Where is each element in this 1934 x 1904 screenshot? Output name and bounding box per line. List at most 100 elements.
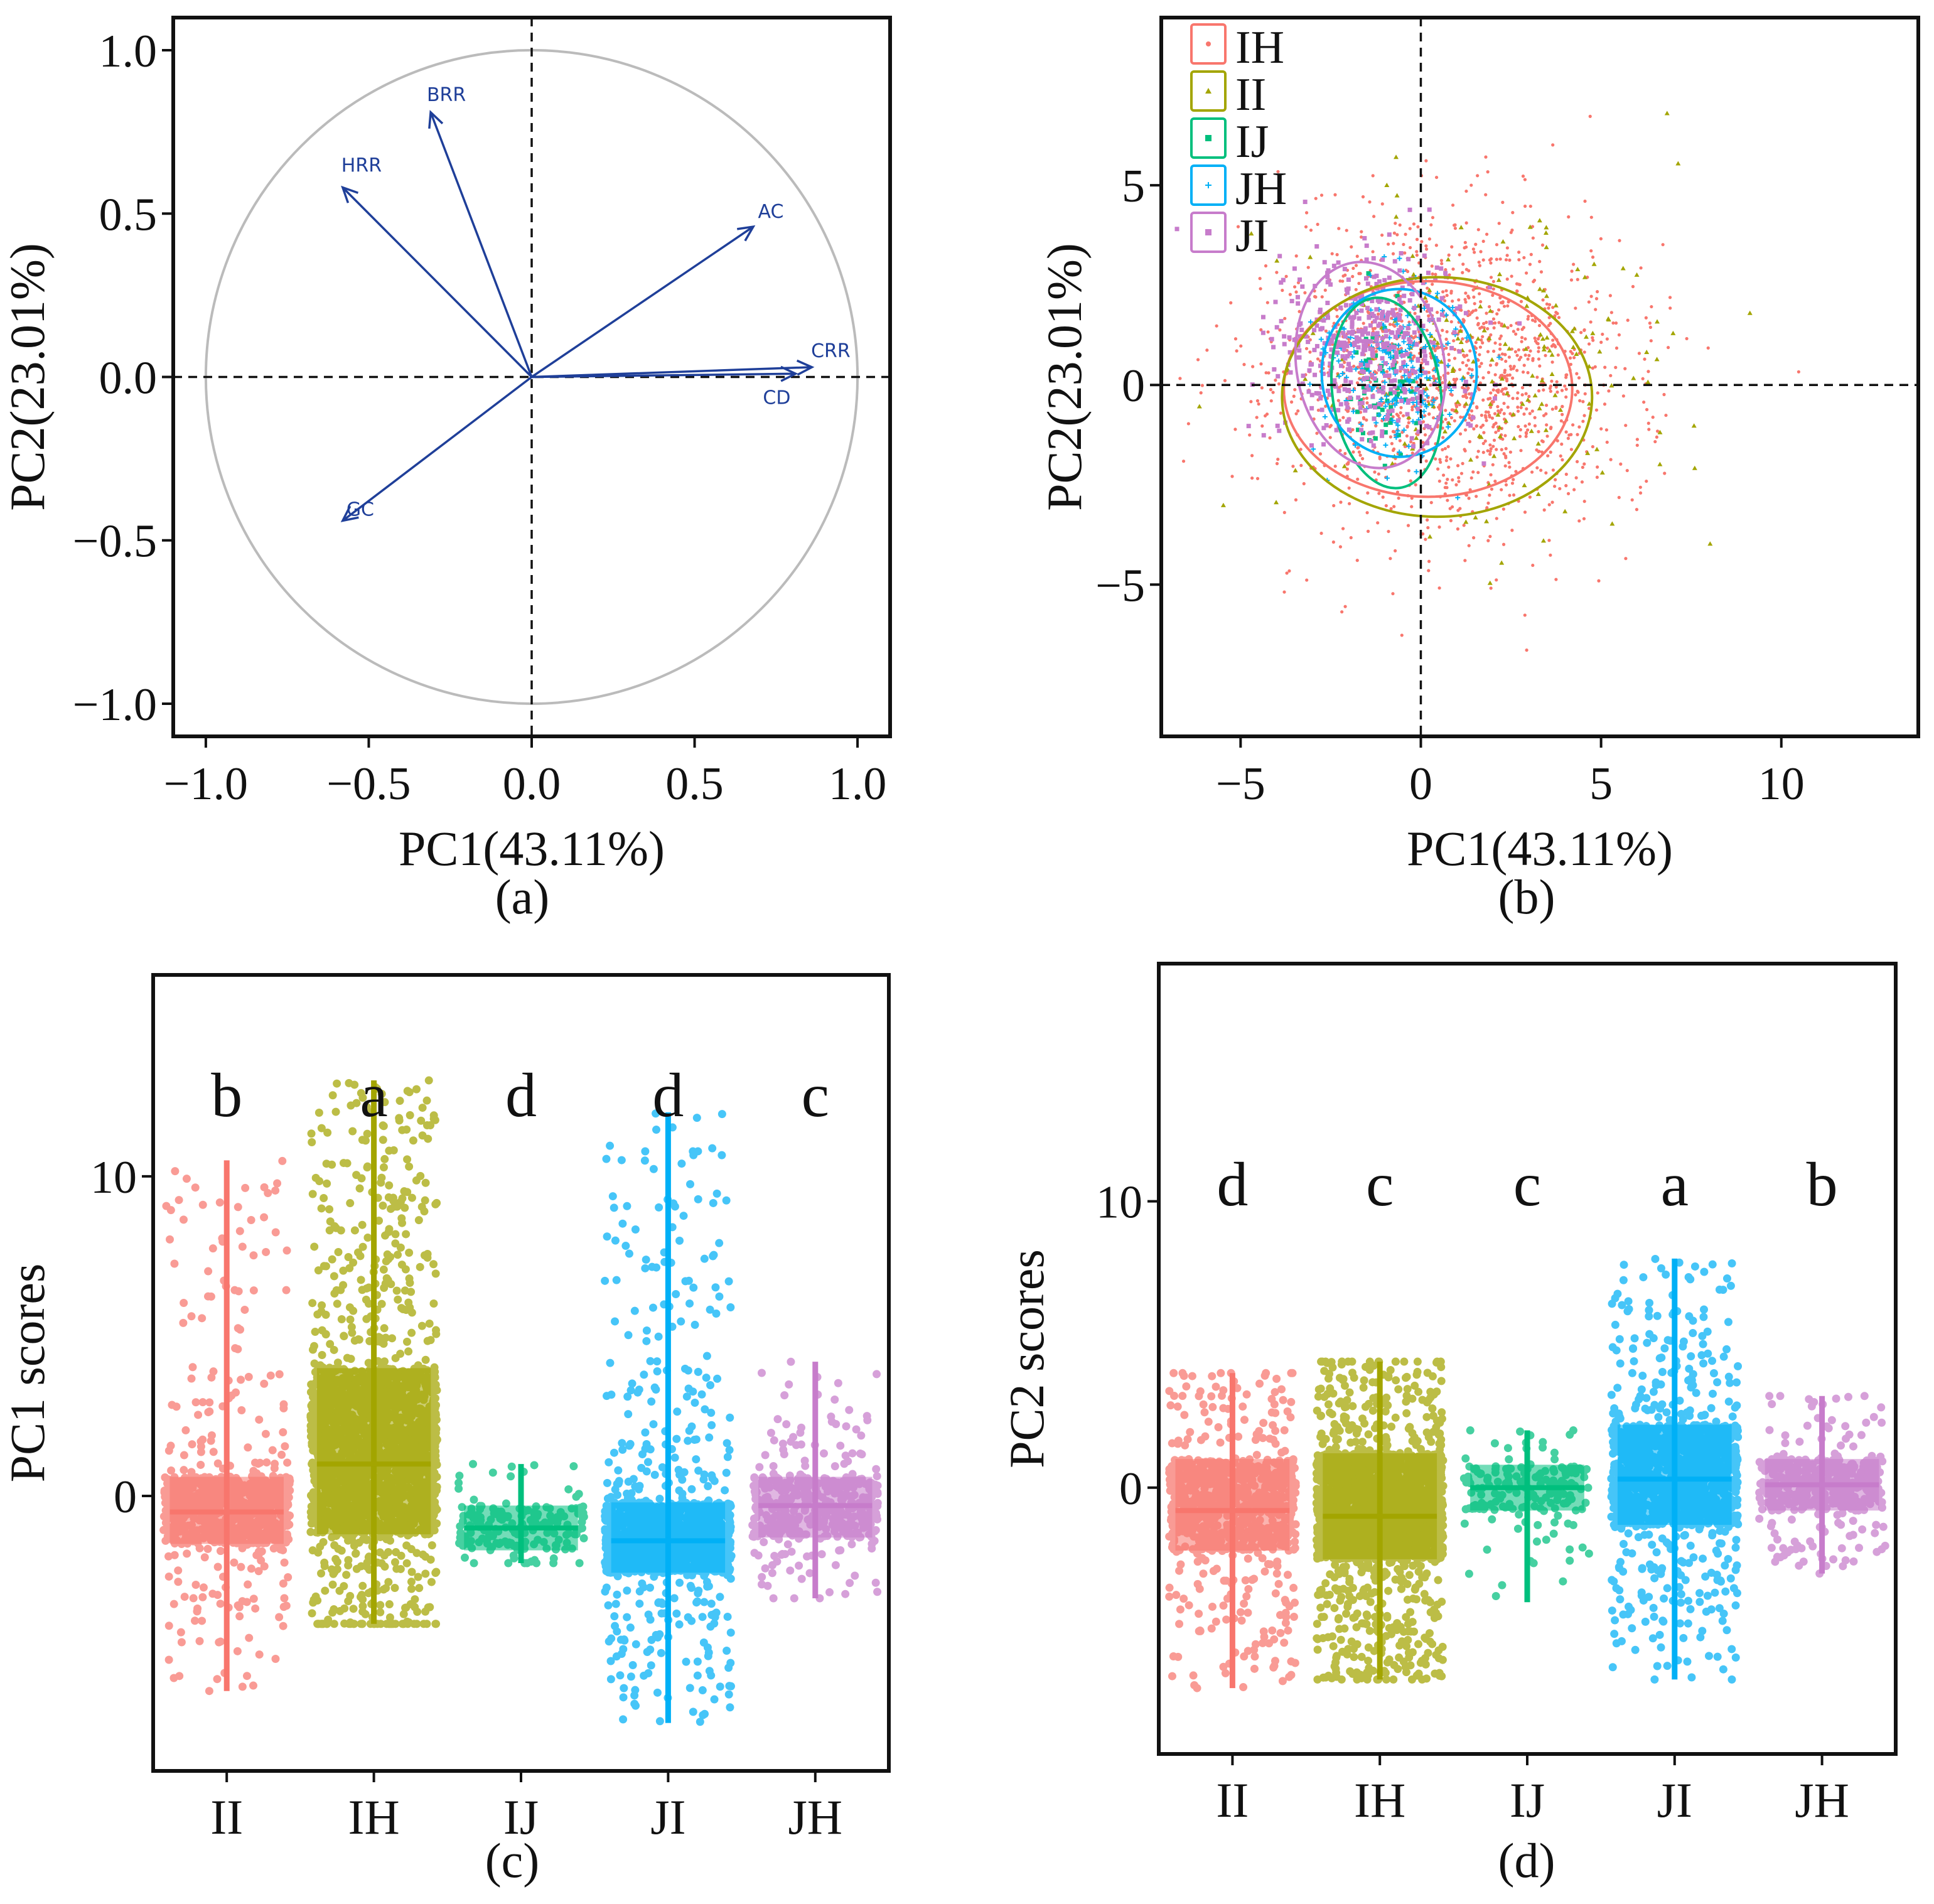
point-ii — [1572, 326, 1577, 331]
point-ih — [1618, 239, 1621, 242]
point-ih — [1200, 384, 1204, 387]
point-ih — [1385, 370, 1389, 374]
point-jh — [1459, 377, 1465, 382]
point-ii — [1575, 266, 1581, 271]
point-ii — [1450, 368, 1456, 373]
point-ih — [1356, 365, 1360, 369]
point-ih — [1478, 264, 1482, 267]
point-ih — [1514, 470, 1518, 473]
point-ih — [1453, 357, 1457, 360]
point-ih — [352, 1564, 361, 1573]
point-ih — [1436, 406, 1441, 409]
point-ih — [350, 1080, 359, 1089]
point-ji — [1402, 390, 1407, 395]
point-ih — [1516, 391, 1520, 395]
point-ih — [1427, 314, 1431, 318]
point-ih — [1591, 444, 1594, 449]
point-ii — [1528, 428, 1534, 433]
point-ih — [1346, 337, 1350, 341]
point-ih — [1427, 569, 1431, 573]
point-ji — [1374, 307, 1379, 312]
point-ih — [1454, 483, 1458, 487]
point-jh — [1405, 313, 1410, 318]
point-ji — [1260, 330, 1265, 335]
point-ih — [1441, 328, 1444, 332]
point-ih — [1649, 339, 1653, 343]
point-ij — [1373, 436, 1378, 441]
point-ii — [269, 1544, 278, 1553]
point-ih — [1441, 436, 1445, 439]
point-ii — [177, 1638, 186, 1647]
point-ih — [1484, 193, 1488, 196]
point-ih — [1478, 353, 1481, 357]
point-ii — [1549, 371, 1555, 376]
point-ji — [1389, 379, 1394, 384]
point-ih — [380, 1324, 389, 1333]
point-ih — [350, 1226, 359, 1235]
panel-b-ytick-label: 5 — [1122, 161, 1145, 212]
point-ii — [179, 1215, 188, 1224]
point-ih — [1517, 348, 1521, 352]
point-ih — [1488, 534, 1492, 539]
point-ih — [1537, 389, 1541, 393]
point-ij — [1373, 353, 1378, 358]
point-ji — [1466, 421, 1471, 426]
point-ii — [1538, 331, 1544, 336]
point-ih — [1510, 274, 1513, 278]
point-ji — [1292, 266, 1297, 271]
point-jh — [1427, 331, 1433, 337]
point-ih — [1547, 323, 1550, 328]
point-ji — [1457, 349, 1462, 354]
point-ji — [1392, 345, 1397, 350]
point-ih — [1630, 498, 1634, 502]
point-ih — [1502, 392, 1505, 396]
point-ii — [1410, 253, 1416, 258]
point-ih — [432, 1198, 441, 1207]
point-ih — [1594, 408, 1599, 412]
point-ji — [1397, 313, 1402, 318]
point-ih — [1350, 245, 1353, 249]
point-ih — [1577, 519, 1581, 523]
point-ih — [1488, 449, 1492, 453]
point-jh — [1350, 387, 1356, 393]
point-ii — [1503, 418, 1509, 423]
point-ih — [1436, 467, 1440, 471]
point-ih — [1797, 370, 1801, 374]
point-ii — [1478, 434, 1484, 439]
point-ih — [1434, 457, 1437, 461]
point-ih — [1536, 337, 1540, 341]
panel-b-xtick-label: 10 — [1758, 758, 1805, 810]
point-ih — [1276, 169, 1280, 174]
point-ji — [1377, 389, 1382, 394]
point-ih — [1510, 481, 1515, 485]
point-ih — [1434, 244, 1438, 247]
point-ih — [1391, 252, 1395, 255]
point-ih — [1297, 309, 1301, 313]
point-ji — [1386, 409, 1391, 414]
point-ih — [1449, 320, 1453, 324]
point-ih — [411, 1595, 419, 1604]
point-ih — [1348, 502, 1351, 505]
point-ii — [1609, 521, 1615, 526]
point-ii — [275, 1613, 284, 1622]
point-ii — [270, 1464, 279, 1473]
point-ih — [339, 1281, 348, 1289]
point-ji — [1338, 340, 1343, 345]
point-ih — [1537, 350, 1540, 353]
point-ji — [1392, 384, 1397, 389]
point-ih — [1365, 511, 1369, 515]
point-ih — [1448, 273, 1451, 277]
point-ih — [1564, 395, 1568, 399]
point-ii — [174, 1566, 183, 1575]
point-ii — [180, 1299, 188, 1308]
point-ii — [196, 1437, 205, 1446]
point-ii — [1455, 399, 1461, 404]
point-ih — [1456, 464, 1460, 468]
point-ih — [1464, 189, 1468, 193]
point-ih — [1264, 371, 1268, 375]
point-ih — [1638, 491, 1643, 495]
point-ii — [1446, 421, 1452, 426]
point-ih — [1545, 346, 1549, 350]
point-ji — [1363, 276, 1368, 281]
point-ji — [1421, 323, 1426, 328]
